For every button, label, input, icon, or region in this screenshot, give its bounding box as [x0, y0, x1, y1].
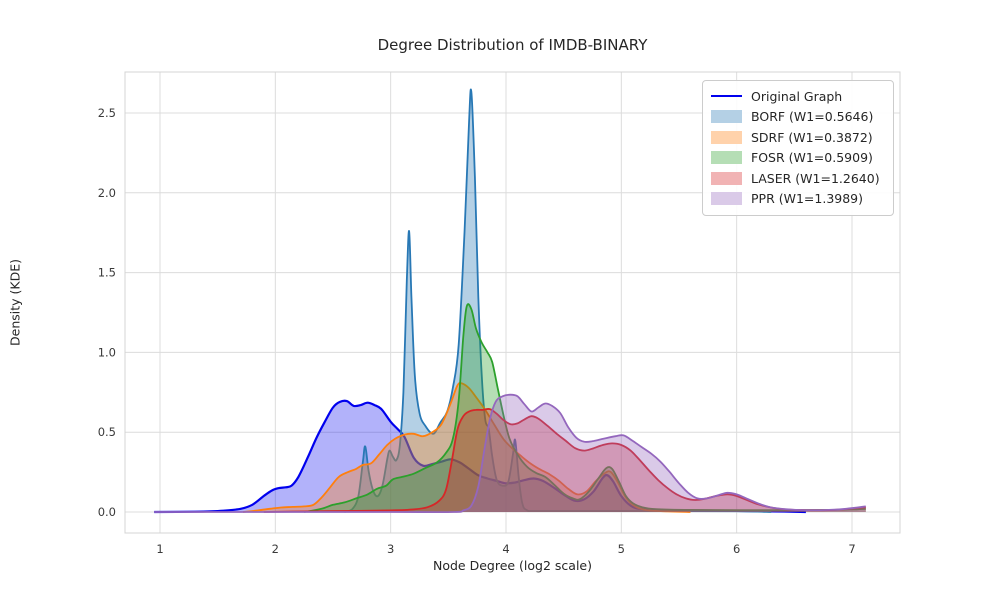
y-axis-label: Density (KDE): [7, 259, 23, 346]
x-tick-label: 1: [156, 542, 163, 556]
y-tick-label: 0.5: [98, 425, 116, 439]
legend-item-sdrf: SDRF (W1=0.3872): [711, 127, 885, 148]
series-laser-curve: [263, 408, 866, 513]
series-laser-area: [263, 408, 866, 512]
legend-patch-swatch: [711, 192, 742, 206]
legend-patch-swatch: [711, 110, 742, 124]
x-axis-label: Node Degree (log2 scale): [432, 558, 592, 573]
series-ppr-curve: [154, 393, 866, 514]
kde-curves: [154, 88, 866, 514]
series-fosr-area: [304, 304, 866, 512]
y-tick-label: 2.5: [98, 106, 116, 120]
y-tick-label: 1.5: [98, 266, 116, 280]
series-original-graph-area: [154, 400, 806, 512]
y-tick-label: 2.0: [98, 186, 116, 200]
legend-label: Original Graph: [751, 88, 843, 104]
legend-item-laser: LASER (W1=1.2640): [711, 168, 885, 189]
legend-label: SDRF (W1=0.3872): [751, 129, 873, 145]
x-tick-label: 6: [733, 542, 740, 556]
series-fosr-curve: [304, 303, 866, 513]
legend-label: PPR (W1=1.3989): [751, 191, 864, 207]
plot-border: [124, 71, 901, 534]
x-tick-label: 5: [618, 542, 625, 556]
legend-item-ppr: PPR (W1=1.3989): [711, 189, 885, 210]
legend-label: LASER (W1=1.2640): [751, 170, 880, 186]
y-tick-label: 1.0: [98, 345, 116, 359]
x-tick-labels: 1 2 3 4 5 6 7: [156, 542, 855, 556]
legend-label: FOSR (W1=0.5909): [751, 150, 873, 166]
legend-patch-swatch: [711, 130, 742, 144]
x-tick-label: 2: [272, 542, 279, 556]
x-tick-label: 3: [387, 542, 394, 556]
legend-item-borf: BORF (W1=0.5646): [711, 107, 885, 128]
legend: Original Graph BORF (W1=0.5646) SDRF (W1=0…: [702, 80, 894, 216]
legend-patch-swatch: [711, 171, 742, 185]
x-tick-label: 7: [848, 542, 855, 556]
y-tick-label: 0.0: [98, 505, 116, 519]
y-tick-labels: 0.0 0.5 1.0 1.5 2.0 2.5: [98, 106, 116, 519]
series-ppr-area: [154, 394, 866, 513]
chart-title: Degree Distribution of IMDB-BINARY: [377, 36, 648, 54]
legend-item-fosr: FOSR (W1=0.5909): [711, 148, 885, 169]
legend-label: BORF (W1=0.5646): [751, 109, 874, 125]
x-tick-label: 4: [502, 542, 509, 556]
legend-line-swatch: [711, 95, 742, 98]
legend-patch-swatch: [711, 151, 742, 165]
legend-item-original-graph: Original Graph: [711, 86, 885, 107]
series-borf-area: [344, 89, 772, 513]
series-sdrf-area: [243, 382, 691, 512]
